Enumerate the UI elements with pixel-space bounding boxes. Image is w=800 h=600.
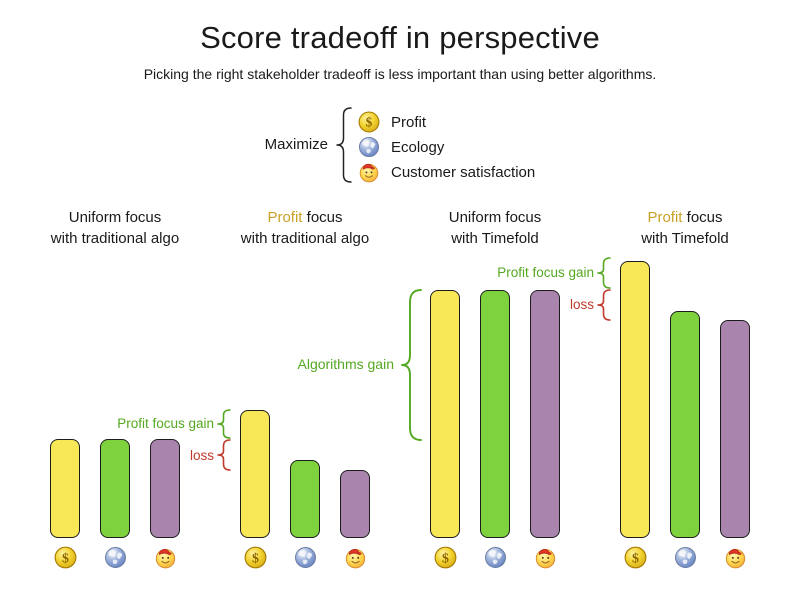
bar-customer-group1 — [150, 439, 180, 538]
bar-customer-group3 — [530, 290, 560, 538]
bar-profit-group2 — [240, 410, 270, 538]
bar-profit-group1 — [50, 439, 80, 538]
legend-item-label: Profit — [391, 113, 427, 131]
svg-text:$: $ — [632, 551, 639, 566]
coin-icon: $ — [624, 546, 647, 569]
annotation-algorithms-gain: Algorithms gain — [297, 356, 395, 372]
annotation-loss-timefold: loss — [569, 297, 594, 312]
globe-icon — [484, 546, 507, 569]
globe-icon — [674, 546, 697, 569]
bar-profit-group4 — [620, 261, 650, 538]
legend-maximize-label: Maximize — [264, 136, 328, 153]
smiley-icon — [154, 546, 177, 569]
coin-icon: $ — [434, 546, 457, 569]
annotation-loss-traditional: loss — [189, 448, 214, 463]
chart-subtitle: Picking the right stakeholder tradeoff i… — [143, 66, 657, 82]
legend-item-profit: $ Profit — [358, 110, 426, 134]
legend-item-customer-satisfaction: Customer satisfaction — [358, 160, 535, 184]
bar-profit-group3 — [430, 290, 460, 538]
legend-item-label: Ecology — [391, 138, 445, 156]
bar-ecology-group1 — [100, 439, 130, 538]
gain-brace-traditional — [217, 409, 231, 439]
legend-item-label: Customer satisfaction — [391, 163, 536, 181]
smiley-icon — [534, 546, 557, 569]
svg-text:$: $ — [62, 551, 69, 566]
globe-icon — [358, 136, 380, 158]
svg-text:$: $ — [366, 115, 373, 130]
group-header-4: Profit focus with Timefold — [641, 209, 729, 247]
smiley-icon — [724, 546, 747, 569]
coin-icon: $ — [358, 111, 380, 133]
coin-icon: $ — [244, 546, 267, 569]
globe-icon — [294, 546, 317, 569]
annotation-profit-focus-gain-traditional: Profit focus gain — [117, 416, 214, 431]
bar-ecology-group2 — [290, 460, 320, 538]
chart-title: Score tradeoff in perspective — [200, 20, 600, 55]
group-header-1: Uniform focus with traditional algo — [50, 209, 180, 247]
legend-brace — [336, 107, 352, 183]
group-header-3: Uniform focus with Timefold — [448, 209, 542, 247]
legend-item-ecology: Ecology — [358, 135, 444, 159]
annotation-profit-focus-gain-timefold: Profit focus gain — [497, 265, 594, 280]
svg-text:$: $ — [252, 551, 259, 566]
bar-customer-group4 — [720, 320, 750, 538]
bar-ecology-group4 — [670, 311, 700, 538]
gain-brace-timefold — [597, 257, 611, 289]
bar-ecology-group3 — [480, 290, 510, 538]
algorithms-gain-brace — [401, 289, 422, 441]
bar-customer-group2 — [340, 470, 370, 538]
svg-text:$: $ — [442, 551, 449, 566]
globe-icon — [104, 546, 127, 569]
loss-brace-timefold — [597, 289, 611, 321]
group-header-2: Profit focus with traditional algo — [240, 209, 370, 247]
coin-icon: $ — [54, 546, 77, 569]
smiley-icon — [358, 161, 380, 183]
smiley-icon — [344, 546, 367, 569]
loss-brace-traditional — [217, 439, 231, 471]
